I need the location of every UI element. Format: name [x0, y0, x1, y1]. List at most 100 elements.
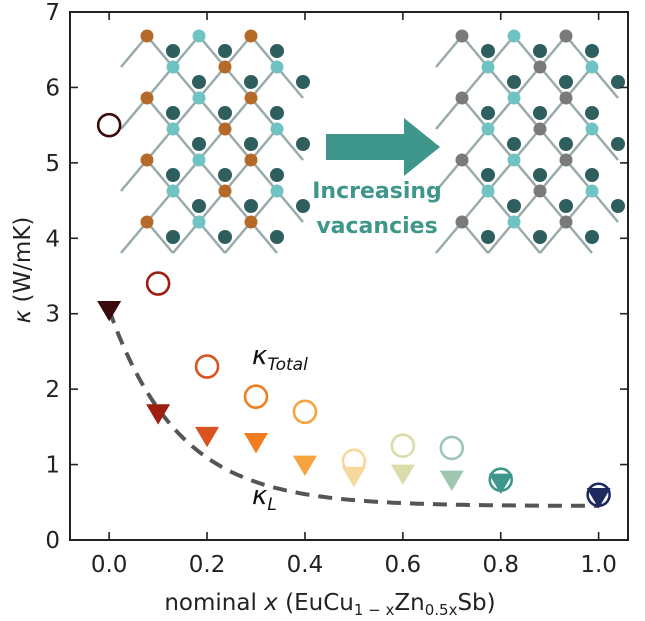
lattice-bond — [565, 66, 593, 99]
sb-atom — [192, 29, 206, 43]
lattice-bond — [539, 221, 567, 254]
y-tick-label: 5 — [45, 151, 60, 177]
kappa-total-point — [194, 354, 220, 379]
eu-atom — [585, 168, 599, 182]
lattice-bond — [120, 221, 148, 254]
sb-atom — [507, 153, 521, 167]
kappa-l-point — [341, 466, 366, 488]
kappa-l-point — [488, 473, 513, 495]
eu-atom — [585, 230, 599, 244]
lattice-bond — [250, 159, 278, 192]
kappa-l-point — [390, 464, 415, 486]
sb-atom — [192, 153, 206, 167]
kappa-l-point — [244, 432, 268, 454]
lattice-bond — [461, 128, 489, 161]
lattice-bond — [146, 159, 174, 192]
eu-atom — [244, 75, 258, 89]
lattice-bond — [565, 97, 593, 130]
data-points — [96, 112, 611, 509]
lattice-bond — [224, 221, 252, 254]
cu-atom — [455, 215, 469, 229]
eu-atom — [270, 230, 284, 244]
lattice-bond — [146, 221, 174, 254]
lattice-bond — [487, 97, 515, 130]
sb-atom — [507, 91, 521, 105]
x-tick-label: 1.0 — [580, 552, 617, 578]
lattice-bond — [146, 97, 174, 130]
lattice-bond — [224, 97, 252, 130]
lattice-bond — [513, 66, 541, 99]
sb-atom — [270, 184, 284, 198]
eu-atom — [296, 75, 310, 89]
kappa-l-point — [146, 404, 171, 425]
kappa-l-label: κL — [252, 481, 277, 515]
cu-atom — [533, 60, 547, 74]
eu-atom — [296, 199, 310, 213]
eu-atom — [218, 106, 232, 120]
eu-atom — [270, 106, 284, 120]
lattice-bond — [120, 35, 148, 68]
y-tick-label: 1 — [45, 453, 60, 479]
eu-atom — [218, 168, 232, 182]
eu-atom — [192, 75, 206, 89]
lattice-bond — [513, 97, 541, 130]
lattice-bond — [591, 128, 619, 161]
cu-atom — [244, 91, 258, 105]
arrow-head — [404, 118, 440, 176]
y-tick-label: 0 — [45, 528, 60, 554]
lattice-bond — [250, 66, 278, 99]
lattice-bond — [146, 128, 174, 161]
sb-atom — [585, 122, 599, 136]
cu-atom — [533, 184, 547, 198]
cu-atom — [218, 60, 232, 74]
sb-atom — [507, 215, 521, 229]
cu-atom — [559, 91, 573, 105]
kappa-total-point — [243, 384, 269, 409]
lattice-bond — [198, 66, 226, 99]
cu-atom — [218, 122, 232, 136]
crystal-structure-before — [120, 29, 310, 254]
cu-atom — [140, 153, 154, 167]
sb-atom — [166, 60, 180, 74]
kappa-total-point — [145, 271, 171, 296]
kappa-total-label: κTotal — [252, 341, 308, 375]
sb-atom — [481, 184, 495, 198]
lattice-bond — [172, 35, 200, 68]
x-tick-label: 0.8 — [482, 552, 519, 578]
kappa-total-point — [292, 399, 318, 425]
kappa-l-point — [195, 426, 220, 448]
y-tick-label: 2 — [45, 377, 60, 403]
eu-atom — [218, 230, 232, 244]
lattice-bond — [250, 35, 278, 68]
lattice-bond — [461, 190, 489, 223]
sb-atom — [192, 91, 206, 105]
lattice-bond — [513, 35, 541, 68]
eu-atom — [481, 168, 495, 182]
y-tick-label: 7 — [45, 0, 60, 26]
lattice-bond — [435, 159, 463, 192]
lattice-bond — [591, 190, 619, 223]
crystal-structure-after — [435, 29, 625, 254]
eu-atom — [166, 44, 180, 58]
lattice-bond — [565, 128, 593, 161]
eu-atom — [166, 106, 180, 120]
kappa-l-fit-curve — [107, 309, 599, 508]
lattice-bond — [539, 128, 567, 161]
lattice-bond — [120, 159, 148, 192]
lattice-bond — [487, 35, 515, 68]
lattice-bond — [198, 97, 226, 130]
lattice-bond — [172, 128, 200, 161]
lattice-bond — [435, 97, 463, 130]
lattice-bond — [487, 128, 515, 161]
arrow-shaft — [326, 134, 408, 160]
increasing-vacancies-arrow — [326, 118, 440, 176]
eu-atom — [481, 230, 495, 244]
eu-atom — [166, 168, 180, 182]
lattice-bond — [435, 221, 463, 254]
lattice-bond — [591, 66, 619, 99]
lattice-bond — [250, 97, 278, 130]
lattice-bond — [461, 159, 489, 192]
lattice-bond — [172, 159, 200, 192]
lattice-bond — [224, 35, 252, 68]
lattice-bond — [146, 190, 174, 223]
